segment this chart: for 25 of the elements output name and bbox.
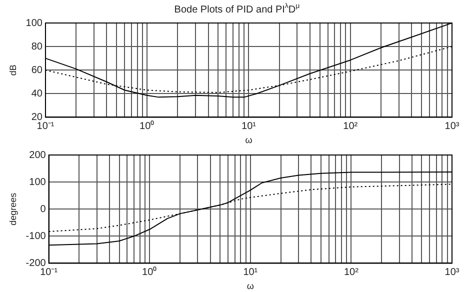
y-tick-label: 40 bbox=[31, 88, 43, 100]
x-tick-label: 10² bbox=[344, 266, 360, 278]
y-axis-title: dB bbox=[8, 64, 18, 76]
y-tick-label: 60 bbox=[31, 64, 43, 76]
x-tick-label: 10¹ bbox=[243, 266, 258, 278]
chart-title: Bode Plots of PID and PI$^{λ}$D$^{μ}$ bbox=[173, 2, 301, 16]
y-tick-label: -100 bbox=[26, 230, 46, 242]
x-axis-title: ω bbox=[245, 135, 252, 146]
x-tick-label: 10³ bbox=[444, 120, 460, 132]
x-tick-label: 10² bbox=[343, 120, 358, 132]
y-tick-label: -200 bbox=[26, 258, 46, 269]
y-axis-title: degrees bbox=[8, 192, 18, 226]
y-tick-label: 0 bbox=[40, 204, 46, 215]
y-tick-label: 80 bbox=[31, 41, 43, 52]
x-tick-label: 10³ bbox=[444, 266, 460, 278]
y-tick-label: 20 bbox=[31, 112, 43, 123]
x-tick-label: 10⁰ bbox=[142, 266, 158, 278]
x-axis-title: ω bbox=[246, 281, 254, 292]
y-tick-label: 200 bbox=[29, 150, 46, 161]
x-tick-label: 10¹ bbox=[242, 120, 257, 132]
x-tick-label: 10⁻¹ bbox=[36, 120, 55, 132]
x-tick-label: 10⁰ bbox=[140, 120, 155, 132]
y-tick-label: 100 bbox=[26, 18, 43, 29]
x-tick-label: 10⁻¹ bbox=[40, 266, 58, 278]
y-tick-label: 100 bbox=[29, 176, 46, 188]
